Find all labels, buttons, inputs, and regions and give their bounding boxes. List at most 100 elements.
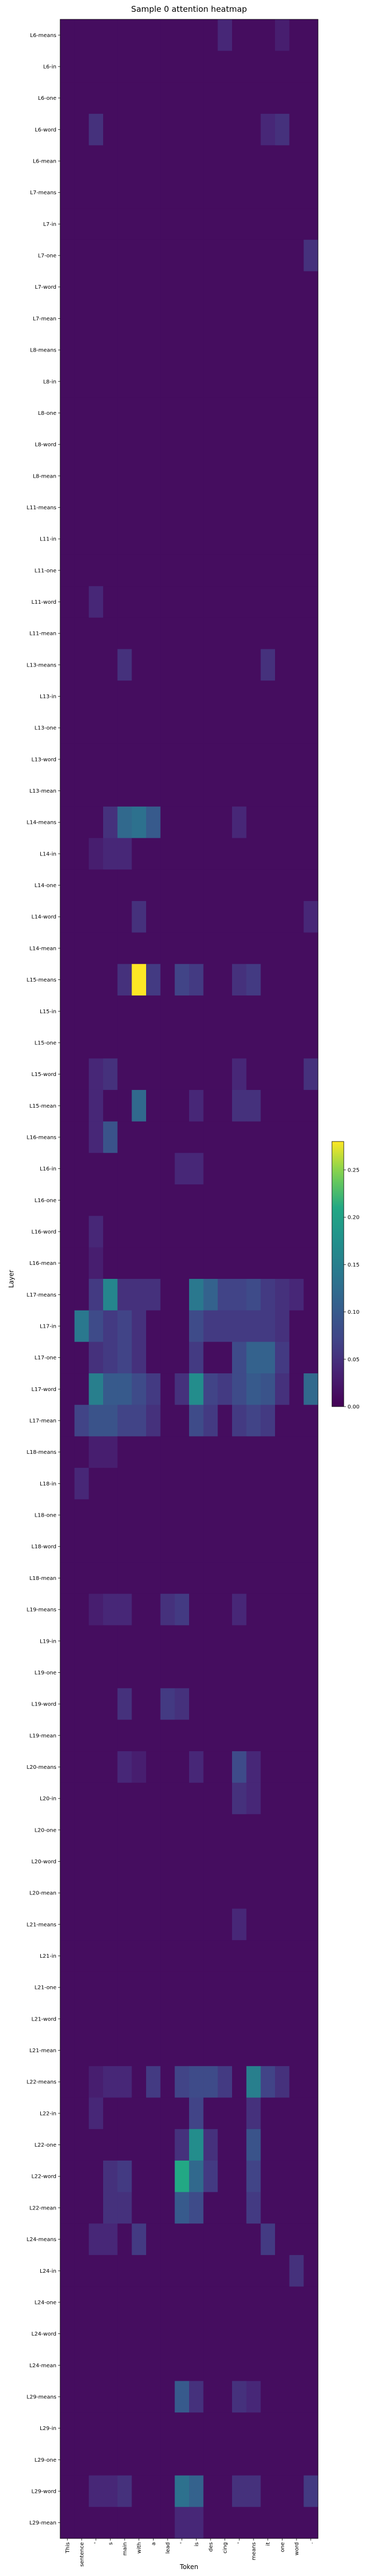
heatmap-cell xyxy=(189,2066,204,2098)
heatmap-cell xyxy=(60,1216,75,1248)
heatmap-cell xyxy=(218,964,233,996)
heatmap-cell xyxy=(132,1468,147,1500)
heatmap-cell xyxy=(60,1688,75,1720)
heatmap-cell xyxy=(160,1782,175,1814)
heatmap-cell xyxy=(275,1404,290,1437)
heatmap-cell xyxy=(160,1877,175,1909)
x-tick-label: cing xyxy=(222,2542,228,2553)
heatmap-cell xyxy=(289,586,304,618)
heatmap-cell xyxy=(232,365,247,398)
heatmap-cell xyxy=(189,2318,204,2350)
heatmap-cell xyxy=(175,2035,190,2067)
heatmap-cell xyxy=(89,2443,104,2476)
heatmap-cell xyxy=(261,2412,276,2445)
heatmap-cell xyxy=(117,2412,132,2445)
heatmap-cell xyxy=(89,1719,104,1752)
heatmap-cell xyxy=(175,649,190,681)
heatmap-cell xyxy=(232,397,247,429)
heatmap-cell xyxy=(218,492,233,524)
heatmap-cell xyxy=(60,2443,75,2476)
heatmap-cell xyxy=(218,1121,233,1153)
heatmap-cell xyxy=(160,838,175,870)
heatmap-cell xyxy=(160,1531,175,1563)
heatmap-cell xyxy=(203,964,218,996)
heatmap-cell xyxy=(117,649,132,681)
heatmap-cell xyxy=(303,2035,319,2067)
y-tick-label: L7-word xyxy=(35,284,56,290)
y-tick-label: L22-word xyxy=(32,2174,56,2180)
heatmap-cell xyxy=(89,554,104,587)
heatmap-cell xyxy=(132,1310,147,1342)
heatmap-cell xyxy=(132,1593,147,1626)
heatmap-cell xyxy=(89,2349,104,2382)
heatmap-cell xyxy=(303,680,319,713)
heatmap-cell xyxy=(261,2507,276,2539)
heatmap-cell xyxy=(89,303,104,335)
colorbar-gradient xyxy=(331,1141,344,1407)
heatmap-cell xyxy=(175,1027,190,1059)
heatmap-cell xyxy=(261,775,276,807)
heatmap-cell xyxy=(60,1846,75,1878)
heatmap-cell xyxy=(117,1468,132,1500)
heatmap-cell xyxy=(261,1657,276,1689)
heatmap-cell xyxy=(303,1593,319,1626)
heatmap-cell xyxy=(289,680,304,713)
heatmap-cell xyxy=(232,2223,247,2256)
heatmap-cell xyxy=(74,2223,89,2256)
heatmap-cell xyxy=(117,2192,132,2224)
heatmap-cell xyxy=(189,1593,204,1626)
heatmap-cell xyxy=(89,1279,104,1311)
heatmap-cell xyxy=(117,1846,132,1878)
heatmap-cell xyxy=(275,177,290,209)
heatmap-cell xyxy=(132,303,147,335)
heatmap-cell xyxy=(218,82,233,114)
heatmap-cell xyxy=(74,397,89,429)
heatmap-cell xyxy=(261,1153,276,1185)
heatmap-cell xyxy=(232,1499,247,1531)
heatmap-cell xyxy=(189,1562,204,1594)
heatmap-cell xyxy=(160,932,175,964)
heatmap-cell xyxy=(74,2097,89,2129)
heatmap-cell xyxy=(246,1719,261,1752)
heatmap-cell xyxy=(261,114,276,146)
y-tick-label: L29-in xyxy=(40,2426,56,2432)
heatmap-cell xyxy=(117,1058,132,1091)
heatmap-cell xyxy=(289,303,304,335)
heatmap-cell xyxy=(218,1719,233,1752)
heatmap-cell xyxy=(60,177,75,209)
heatmap-cell xyxy=(189,964,204,996)
heatmap-cell xyxy=(218,1846,233,1878)
heatmap-cell xyxy=(89,1247,104,1279)
y-tick-label: L16-in xyxy=(40,1166,56,1172)
heatmap-cell xyxy=(146,869,161,902)
heatmap-cell xyxy=(289,2286,304,2318)
heatmap-cell xyxy=(203,1373,218,1406)
heatmap-cell xyxy=(189,838,204,870)
heatmap-cell xyxy=(103,1058,118,1091)
heatmap-cell xyxy=(289,1846,304,1878)
heatmap-cell xyxy=(103,2255,118,2287)
heatmap-cell xyxy=(132,460,147,492)
heatmap-cell xyxy=(160,2412,175,2445)
heatmap-cell xyxy=(261,1971,276,2004)
heatmap-cell xyxy=(60,2412,75,2445)
y-tick-label: L11-mean xyxy=(30,631,56,637)
heatmap-cell xyxy=(60,460,75,492)
heatmap-cell xyxy=(189,932,204,964)
heatmap-cell xyxy=(175,2412,190,2445)
heatmap-cell xyxy=(117,397,132,429)
heatmap-cell xyxy=(146,2443,161,2476)
heatmap-cell xyxy=(146,177,161,209)
heatmap-cell xyxy=(175,2255,190,2287)
heatmap-cell xyxy=(189,1373,204,1406)
heatmap-cell xyxy=(289,1216,304,1248)
heatmap-cell xyxy=(203,995,218,1028)
y-tick-label: L17-in xyxy=(40,1324,56,1330)
heatmap-cell xyxy=(132,2507,147,2539)
heatmap-cell xyxy=(103,649,118,681)
heatmap-cell xyxy=(203,775,218,807)
heatmap-cell xyxy=(89,586,104,618)
heatmap-cell xyxy=(60,1027,75,1059)
y-tick-label: L16-mean xyxy=(30,1261,56,1267)
y-tick-label: L14-word xyxy=(32,914,56,920)
